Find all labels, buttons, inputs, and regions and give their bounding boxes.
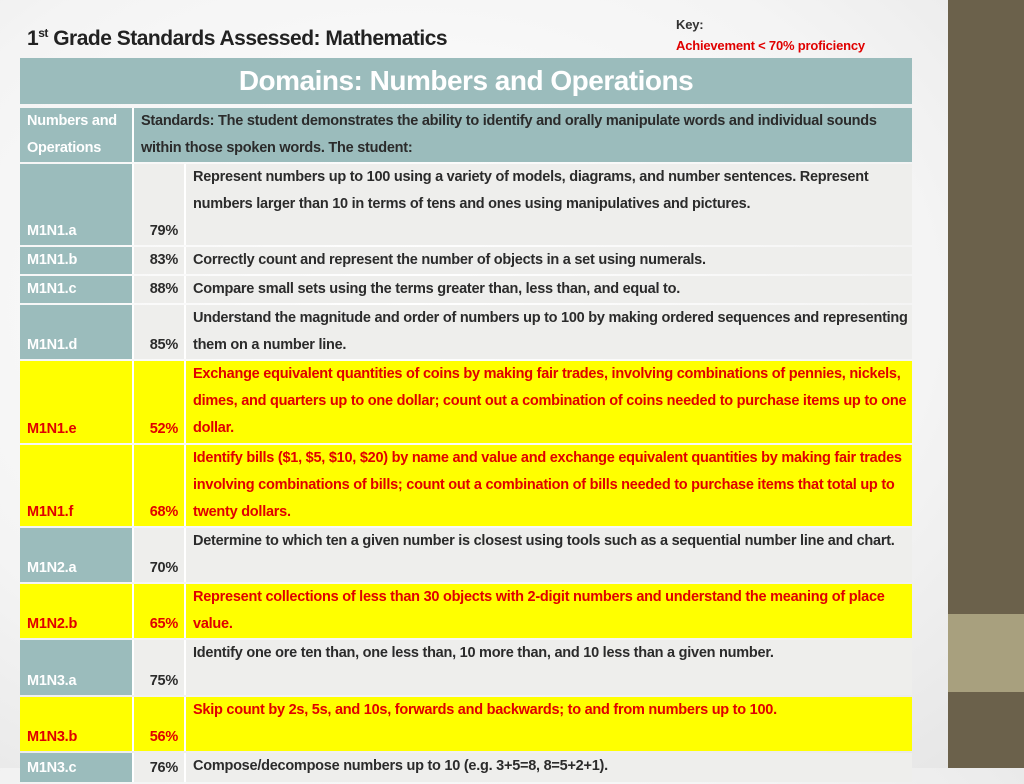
standard-description: Compare small sets using the terms great…: [186, 276, 912, 303]
table-row: M1N1.f 68% Identify bills ($1, $5, $10, $2…: [20, 445, 912, 526]
domain-title: Domains: Numbers and Operations: [20, 58, 912, 104]
title-superscript: st: [38, 26, 48, 40]
standard-code: M1N2.a: [20, 528, 134, 582]
key-legend-text: Achievement < 70% proficiency: [676, 38, 865, 53]
standard-code: M1N1.f: [20, 445, 134, 526]
header-standards: Standards: The student demonstrates the …: [134, 108, 912, 162]
standard-description: Represent numbers up to 100 using a vari…: [186, 164, 912, 245]
standard-description: Identify one ore ten than, one less than…: [186, 640, 912, 695]
standard-code: M1N1.e: [20, 361, 134, 443]
standard-code: M1N2.b: [20, 584, 134, 638]
proficiency-percent: 65%: [134, 584, 186, 638]
title-prefix: 1: [27, 27, 39, 50]
table-row: M1N3.a 75% Identify one ore ten than, one …: [20, 640, 912, 695]
standards-table: Numbers and Operations Standards: The st…: [20, 106, 912, 784]
table-row: M1N1.d 85% Understand the magnitude and or…: [20, 305, 912, 359]
standard-description: Represent collections of less than 30 ob…: [186, 584, 912, 638]
table-row: M1N3.b 56% Skip count by 2s, 5s, and 10s, …: [20, 697, 912, 751]
key-label: Key:: [676, 17, 704, 32]
standard-description: Skip count by 2s, 5s, and 10s, forwards …: [186, 697, 912, 751]
table-row: M1N1.e 52% Exchange equivalent quantities …: [20, 361, 912, 443]
proficiency-percent: 70%: [134, 528, 186, 582]
proficiency-percent: 68%: [134, 445, 186, 526]
proficiency-percent: 83%: [134, 247, 186, 274]
standard-code: M1N1.a: [20, 164, 134, 245]
standard-code: M1N1.c: [20, 276, 134, 303]
table-row: M1N1.b 83% Correctly count and represent t…: [20, 247, 912, 274]
table-row: M1N1.a 79% Represent numbers up to 100 usi…: [20, 164, 912, 245]
table-row: M1N2.a 70% Determine to which ten a given …: [20, 528, 912, 582]
title-text: Grade Standards Assessed: Mathematics: [53, 27, 448, 50]
proficiency-percent: 52%: [134, 361, 186, 443]
proficiency-percent: 88%: [134, 276, 186, 303]
standard-code: M1N1.d: [20, 305, 134, 359]
standard-description: Identify bills ($1, $5, $10, $20) by nam…: [186, 445, 912, 526]
proficiency-percent: 75%: [134, 640, 186, 695]
proficiency-percent: 56%: [134, 697, 186, 751]
standard-description: Correctly count and represent the number…: [186, 247, 912, 274]
standard-description: Understand the magnitude and order of nu…: [186, 305, 912, 359]
table-row: M1N1.c 88% Compare small sets using the te…: [20, 276, 912, 303]
proficiency-percent: 85%: [134, 305, 186, 359]
standard-code: M1N1.b: [20, 247, 134, 274]
header-domain: Numbers and Operations: [20, 108, 134, 162]
proficiency-percent: 79%: [134, 164, 186, 245]
table-header-row: Numbers and Operations Standards: The st…: [20, 108, 912, 162]
table-row: M1N2.b 65% Represent collections of less t…: [20, 584, 912, 638]
sidebar-accent-band: [948, 614, 1024, 692]
decorative-sidebar: [948, 0, 1024, 768]
standard-code: M1N3.a: [20, 640, 134, 695]
standard-description: Determine to which ten a given number is…: [186, 528, 912, 582]
standard-description: Exchange equivalent quantities of coins …: [186, 361, 912, 443]
key-legend: Key: Achievement < 70% proficiency: [676, 14, 865, 56]
standard-code: M1N3.b: [20, 697, 134, 751]
slide-title: 1st Grade Standards Assessed: Mathematic…: [27, 26, 448, 51]
